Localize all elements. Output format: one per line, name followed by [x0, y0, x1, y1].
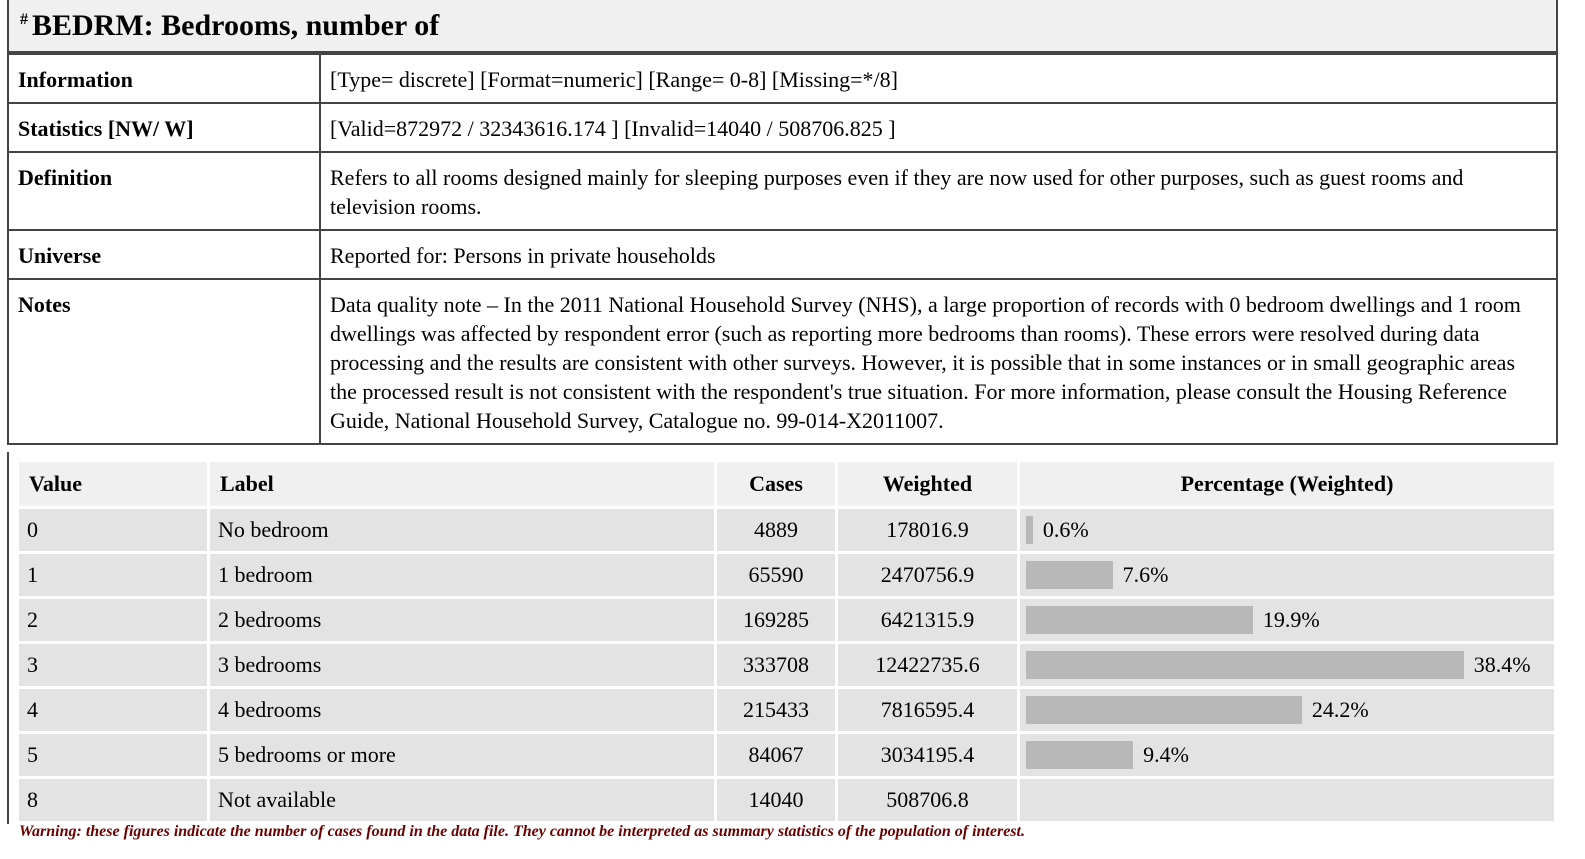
info-value: Data quality note – In the 2011 National… — [319, 278, 1558, 445]
table-row: 0 No bedroom 4889 178016.9 0.6% — [19, 509, 1554, 551]
percentage-cell: 38.4% — [1020, 644, 1554, 686]
info-key: Notes — [7, 278, 321, 445]
info-value: Reported for: Persons in private househo… — [319, 229, 1558, 280]
value-cell: 1 — [19, 554, 207, 596]
percentage-label: 38.4% — [1473, 652, 1531, 677]
value-cell: 4 — [19, 689, 207, 731]
weighted-cell: 178016.9 — [838, 509, 1017, 551]
cases-cell: 333708 — [717, 644, 835, 686]
percentage-label: 19.9% — [1262, 607, 1320, 632]
percentage-label: 9.4% — [1143, 742, 1189, 767]
value-cell: 0 — [19, 509, 207, 551]
variable-title: BEDRM: Bedrooms, number of — [32, 8, 440, 42]
info-row-information: Information [Type= discrete] [Format=num… — [7, 53, 1558, 104]
header-weighted: Weighted — [838, 462, 1017, 506]
weighted-cell: 2470756.9 — [838, 554, 1017, 596]
cases-cell: 84067 — [717, 734, 835, 776]
percentage-cell: 0.6% — [1020, 509, 1554, 551]
cases-cell: 14040 — [717, 779, 835, 821]
percentage-bar — [1026, 516, 1033, 544]
percentage-bar — [1026, 561, 1113, 589]
info-key: Statistics [NW/ W] — [7, 102, 321, 153]
frequency-body: 0 No bedroom 4889 178016.9 0.6% 1 1 bedroom 655… — [19, 509, 1554, 821]
value-cell: 5 — [19, 734, 207, 776]
info-value: [Valid=872972 / 32343616.174 ] [Invalid=… — [319, 102, 1558, 153]
weighted-cell: 12422735.6 — [838, 644, 1017, 686]
frequency-section: Value Label Cases Weighted Percentage (W… — [7, 452, 1558, 824]
value-cell: 3 — [19, 644, 207, 686]
value-cell: 8 — [19, 779, 207, 821]
percentage-bar — [1026, 606, 1253, 634]
header-percentage: Percentage (Weighted) — [1020, 462, 1554, 506]
value-cell: 2 — [19, 599, 207, 641]
percentage-cell: 9.4% — [1020, 734, 1554, 776]
variable-info-table: Information [Type= discrete] [Format=num… — [7, 53, 1558, 445]
label-cell: Not available — [210, 779, 714, 821]
table-row: 8 Not available 14040 508706.8 — [19, 779, 1554, 821]
variable-title-bar: # BEDRM: Bedrooms, number of — [7, 0, 1558, 53]
weighted-cell: 3034195.4 — [838, 734, 1017, 776]
info-key: Universe — [7, 229, 321, 280]
info-value: Refers to all rooms designed mainly for … — [319, 151, 1558, 231]
cases-cell: 215433 — [717, 689, 835, 731]
label-cell: 2 bedrooms — [210, 599, 714, 641]
percentage-bar — [1026, 741, 1134, 769]
percentage-cell: 7.6% — [1020, 554, 1554, 596]
label-cell: 3 bedrooms — [210, 644, 714, 686]
label-cell: No bedroom — [210, 509, 714, 551]
label-cell: 1 bedroom — [210, 554, 714, 596]
percentage-cell — [1020, 779, 1554, 821]
label-cell: 4 bedrooms — [210, 689, 714, 731]
header-cases: Cases — [717, 462, 835, 506]
percentage-bar — [1026, 696, 1302, 724]
frequency-table: Value Label Cases Weighted Percentage (W… — [16, 459, 1557, 824]
hash-marker: # — [20, 10, 28, 28]
header-value: Value — [19, 462, 207, 506]
info-key: Definition — [7, 151, 321, 231]
info-row-definition: Definition Refers to all rooms designed … — [7, 151, 1558, 231]
weighted-cell: 508706.8 — [838, 779, 1017, 821]
warning-note: Warning: these figures indicate the numb… — [19, 823, 1025, 840]
percentage-cell: 24.2% — [1020, 689, 1554, 731]
weighted-cell: 7816595.4 — [838, 689, 1017, 731]
cases-cell: 65590 — [717, 554, 835, 596]
info-row-universe: Universe Reported for: Persons in privat… — [7, 229, 1558, 280]
info-row-notes: Notes Data quality note – In the 2011 Na… — [7, 278, 1558, 445]
label-cell: 5 bedrooms or more — [210, 734, 714, 776]
header-label: Label — [210, 462, 714, 506]
percentage-label: 7.6% — [1122, 562, 1169, 587]
frequency-header-row: Value Label Cases Weighted Percentage (W… — [19, 462, 1554, 506]
info-value: [Type= discrete] [Format=numeric] [Range… — [319, 53, 1558, 104]
info-row-statistics: Statistics [NW/ W] [Valid=872972 / 32343… — [7, 102, 1558, 153]
percentage-label: 0.6% — [1042, 517, 1089, 542]
weighted-cell: 6421315.9 — [838, 599, 1017, 641]
percentage-bar — [1026, 651, 1464, 679]
percentage-cell: 19.9% — [1020, 599, 1554, 641]
cases-cell: 169285 — [717, 599, 835, 641]
info-key: Information — [7, 53, 321, 104]
percentage-label: 24.2% — [1311, 697, 1369, 722]
cases-cell: 4889 — [717, 509, 835, 551]
